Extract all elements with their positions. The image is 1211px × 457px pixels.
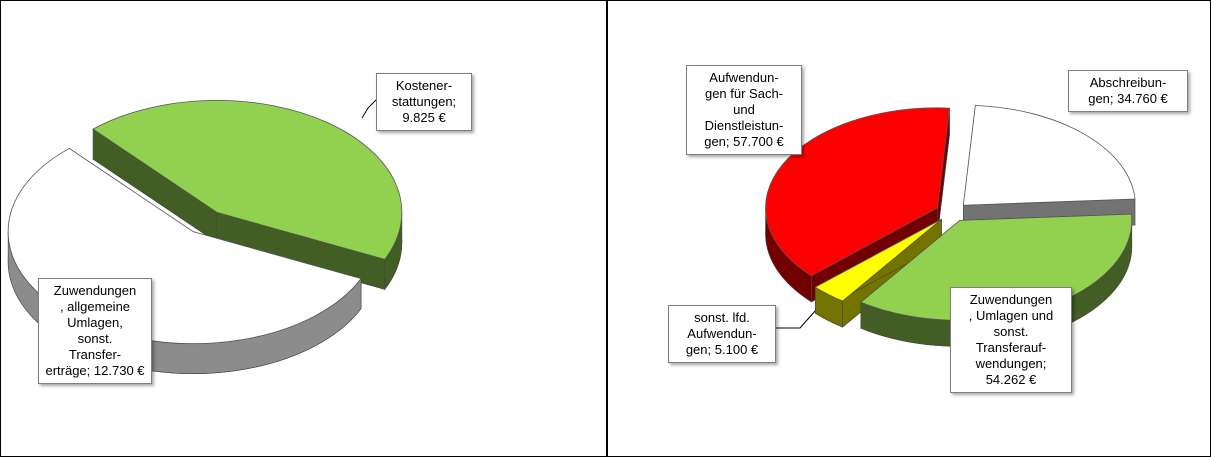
pie-slice bbox=[92, 99, 403, 291]
label-value: 12.730 € bbox=[93, 363, 145, 378]
data-label: Aufwendun- gen für Sach- und Dienstleist… bbox=[686, 65, 802, 155]
pie-slice bbox=[962, 105, 1136, 232]
label-separator: ; bbox=[1109, 91, 1114, 106]
label-name: Zuwendungen , allgemeine Umlagen, sonst.… bbox=[45, 283, 137, 378]
label-name: Abschreibun- gen bbox=[1088, 75, 1167, 106]
data-label: Kostener- stattungen; 9.825 € bbox=[376, 73, 472, 131]
slice-top bbox=[962, 105, 1136, 206]
label-value: 5.100 € bbox=[714, 342, 759, 357]
label-name: Zuwendungen , Umlagen und sonst. Transfe… bbox=[968, 292, 1054, 371]
data-label: Zuwendungen , allgemeine Umlagen, sonst.… bbox=[38, 278, 152, 384]
data-label: sonst. lfd. Aufwendun- gen; 5.100 € bbox=[668, 305, 776, 363]
label-name: Kostener- stattungen bbox=[391, 78, 453, 109]
label-separator: ; bbox=[707, 342, 712, 357]
slice-top bbox=[765, 107, 951, 277]
label-separator: ; bbox=[86, 363, 91, 378]
label-value: 9.825 € bbox=[402, 110, 446, 125]
slice-top bbox=[814, 218, 942, 302]
slice-top bbox=[92, 99, 403, 260]
data-label: Abschreibun- gen; 34.760 € bbox=[1068, 70, 1188, 112]
label-value: 57.700 € bbox=[733, 134, 784, 149]
label-name: sonst. lfd. Aufwendun- gen bbox=[685, 310, 757, 357]
label-separator: ; bbox=[452, 94, 457, 109]
pie-slice bbox=[765, 107, 951, 303]
label-separator: ; bbox=[1042, 356, 1047, 371]
data-label: Zuwendungen , Umlagen und sonst. Transfe… bbox=[950, 287, 1072, 393]
label-value: 54.262 € bbox=[985, 372, 1037, 387]
label-name: Aufwendun- gen für Sach- und Dienstleist… bbox=[704, 70, 784, 149]
label-separator: ; bbox=[725, 134, 730, 149]
label-value: 34.760 € bbox=[1117, 91, 1168, 106]
leader-line bbox=[361, 99, 377, 119]
